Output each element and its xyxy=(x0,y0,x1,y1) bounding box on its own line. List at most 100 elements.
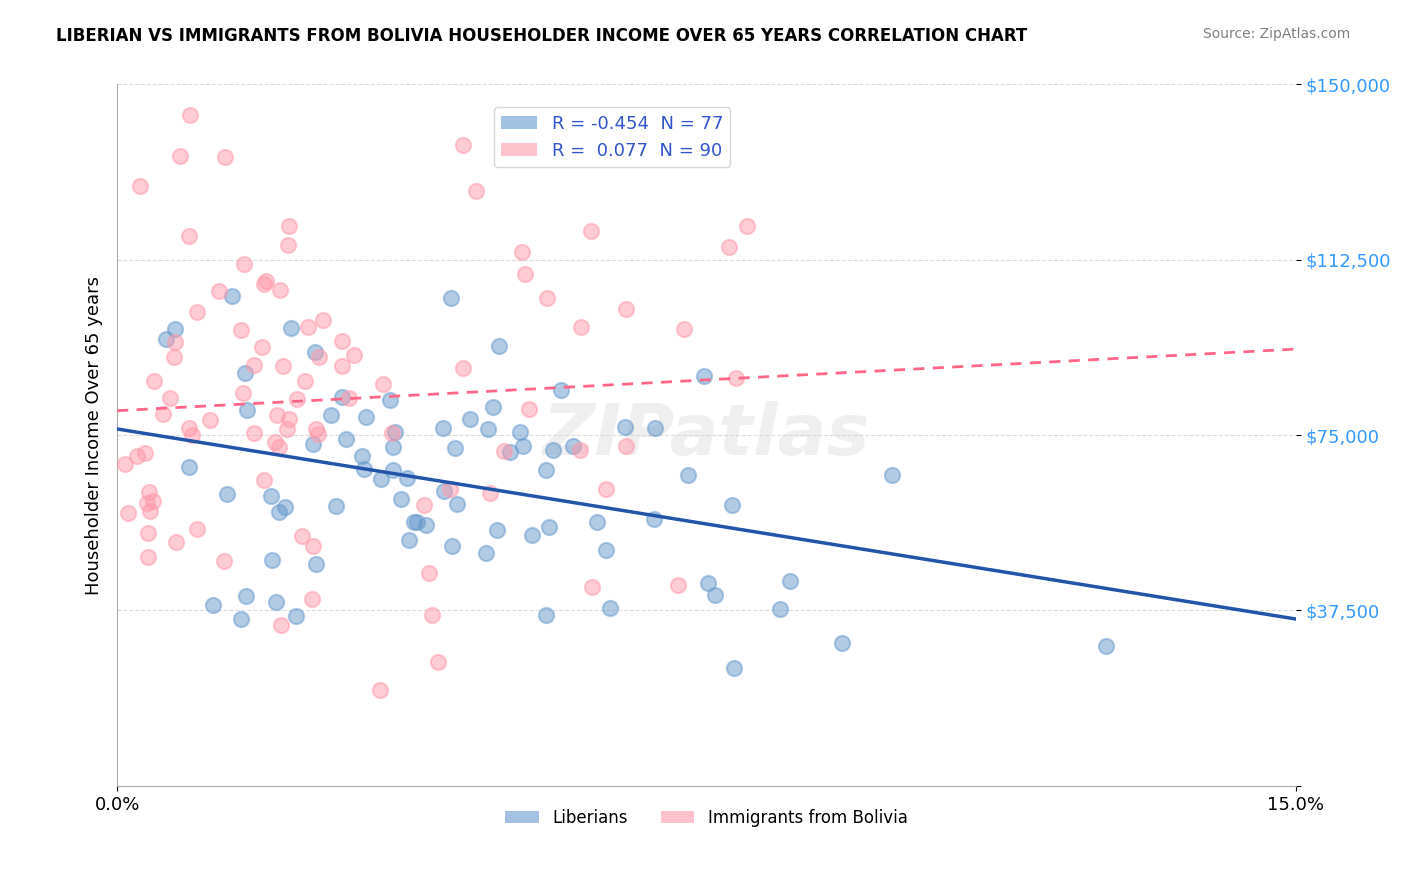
Point xyxy=(479,486,502,500)
Point xyxy=(441,539,464,553)
Point xyxy=(138,549,160,564)
Point xyxy=(693,369,716,384)
Point xyxy=(287,392,309,406)
Point xyxy=(243,358,266,372)
Point xyxy=(769,601,792,615)
Point xyxy=(134,445,156,459)
Point xyxy=(155,332,177,346)
Point xyxy=(499,444,522,458)
Point xyxy=(186,522,208,536)
Point xyxy=(267,440,290,454)
Point xyxy=(350,449,373,463)
Point xyxy=(305,558,328,572)
Point xyxy=(704,588,727,602)
Point xyxy=(305,422,328,436)
Point xyxy=(152,407,174,421)
Point xyxy=(717,240,740,254)
Point xyxy=(179,421,201,435)
Point xyxy=(353,461,375,475)
Point xyxy=(443,441,465,455)
Point xyxy=(235,589,257,603)
Point xyxy=(231,612,253,626)
Point xyxy=(569,442,592,457)
Point xyxy=(117,507,139,521)
Point xyxy=(304,345,326,359)
Point xyxy=(475,546,498,560)
Point xyxy=(735,219,758,234)
Point xyxy=(464,184,486,198)
Point xyxy=(440,291,463,305)
Text: ZIPatlas: ZIPatlas xyxy=(543,401,870,469)
Point xyxy=(232,257,254,271)
Point xyxy=(278,219,301,233)
Point xyxy=(614,439,637,453)
Point xyxy=(142,493,165,508)
Text: LIBERIAN VS IMMIGRANTS FROM BOLIVIA HOUSEHOLDER INCOME OVER 65 YEARS CORRELATION: LIBERIAN VS IMMIGRANTS FROM BOLIVIA HOUS… xyxy=(56,27,1028,45)
Point xyxy=(368,683,391,698)
Point xyxy=(136,496,159,510)
Point xyxy=(673,322,696,336)
Point xyxy=(233,367,256,381)
Point xyxy=(395,471,418,485)
Point xyxy=(458,412,481,426)
Point xyxy=(586,515,609,529)
Point xyxy=(381,426,404,441)
Point xyxy=(381,440,404,454)
Point xyxy=(270,618,292,632)
Point xyxy=(543,443,565,458)
Point xyxy=(285,609,308,624)
Point xyxy=(725,370,748,384)
Point xyxy=(277,237,299,252)
Point xyxy=(136,526,159,541)
Point xyxy=(242,426,264,441)
Point xyxy=(371,377,394,392)
Point xyxy=(446,497,468,511)
Point xyxy=(509,425,531,439)
Point xyxy=(343,348,366,362)
Point xyxy=(325,499,347,513)
Point xyxy=(676,467,699,482)
Point xyxy=(215,487,238,501)
Point xyxy=(335,433,357,447)
Point xyxy=(269,505,291,519)
Y-axis label: Householder Income Over 65 years: Householder Income Over 65 years xyxy=(86,276,103,595)
Point xyxy=(432,420,454,434)
Point xyxy=(581,580,603,594)
Point xyxy=(262,553,284,567)
Point xyxy=(451,360,474,375)
Point xyxy=(723,660,745,674)
Point xyxy=(721,498,744,512)
Point xyxy=(561,439,583,453)
Point xyxy=(420,607,443,622)
Point xyxy=(536,291,558,305)
Point xyxy=(413,498,436,512)
Point xyxy=(276,421,298,435)
Point xyxy=(513,268,536,282)
Point xyxy=(512,439,534,453)
Point xyxy=(269,283,291,297)
Point xyxy=(278,412,301,426)
Point xyxy=(252,340,274,354)
Point xyxy=(569,320,592,334)
Point xyxy=(534,463,557,477)
Point xyxy=(180,428,202,442)
Point xyxy=(311,313,333,327)
Text: Source: ZipAtlas.com: Source: ZipAtlas.com xyxy=(1202,27,1350,41)
Point xyxy=(214,150,236,164)
Point xyxy=(599,601,621,615)
Point xyxy=(519,401,541,416)
Point xyxy=(271,359,294,373)
Point xyxy=(384,425,406,440)
Point xyxy=(235,402,257,417)
Point xyxy=(163,322,186,336)
Point xyxy=(382,463,405,477)
Point xyxy=(143,374,166,388)
Point xyxy=(263,435,285,450)
Point xyxy=(208,284,231,298)
Point xyxy=(159,391,181,405)
Point xyxy=(138,485,160,500)
Point xyxy=(165,334,187,349)
Point xyxy=(613,420,636,434)
Point xyxy=(534,608,557,623)
Point xyxy=(482,400,505,414)
